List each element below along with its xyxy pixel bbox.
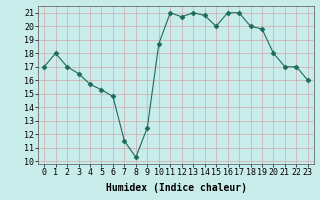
X-axis label: Humidex (Indice chaleur): Humidex (Indice chaleur) — [106, 183, 246, 193]
